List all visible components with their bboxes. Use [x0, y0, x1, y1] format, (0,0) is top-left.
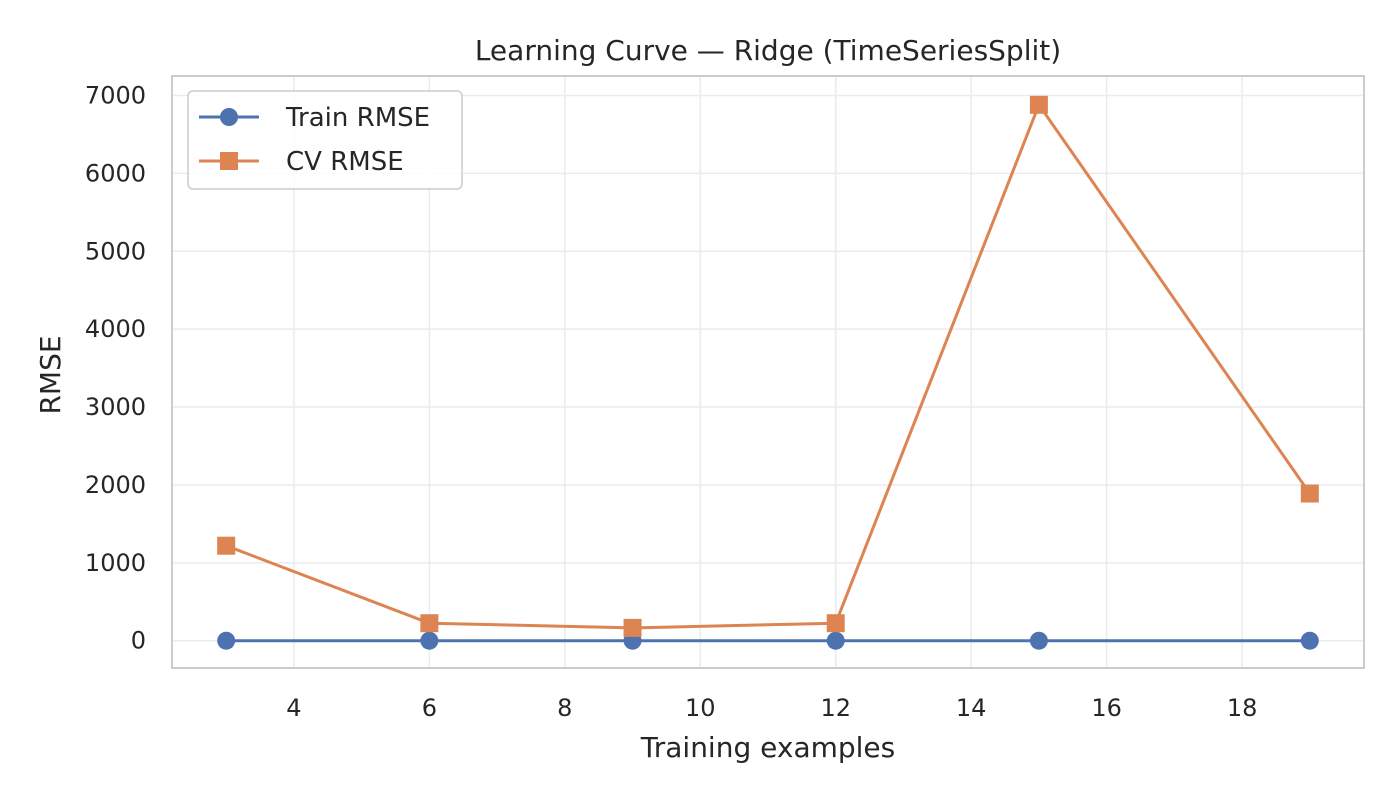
- y-tick-label: 5000: [85, 237, 146, 265]
- data-point: [217, 536, 236, 555]
- data-point: [217, 631, 236, 650]
- data-point: [1029, 95, 1048, 114]
- legend-label: CV RMSE: [286, 147, 404, 177]
- series-1: [217, 95, 1319, 637]
- y-tick-label: 6000: [85, 159, 146, 187]
- y-tick-labels: 0 1000 2000 3000 4000 5000 6000 7000: [85, 81, 146, 654]
- legend-entry: Train RMSE: [199, 103, 430, 133]
- x-axis-label: Training examples: [640, 731, 896, 764]
- x-tick-label: 4: [286, 694, 301, 722]
- data-point: [826, 614, 845, 633]
- x-tick-label: 6: [422, 694, 437, 722]
- y-tick-label: 2000: [85, 471, 146, 499]
- x-tick-label: 16: [1091, 694, 1122, 722]
- legend: Train RMSE CV RMSE: [187, 90, 463, 190]
- data-point: [1300, 484, 1319, 503]
- y-tick-label: 4000: [85, 315, 146, 343]
- data-point: [1300, 631, 1319, 650]
- y-axis-label: RMSE: [34, 335, 67, 414]
- y-tick-label: 3000: [85, 393, 146, 421]
- chart-title: Learning Curve — Ridge (TimeSeriesSplit): [475, 34, 1061, 67]
- legend-marker: [220, 152, 238, 170]
- legend-label: Train RMSE: [285, 103, 430, 133]
- data-point: [420, 614, 439, 633]
- data-point: [826, 631, 845, 650]
- x-tick-label: 18: [1227, 694, 1258, 722]
- x-tick-label: 10: [685, 694, 716, 722]
- y-tick-label: 7000: [85, 81, 146, 109]
- y-tick-label: 1000: [85, 549, 146, 577]
- legend-marker: [220, 108, 238, 126]
- x-tick-label: 8: [557, 694, 572, 722]
- series-0: [217, 631, 1319, 650]
- data-point: [623, 618, 642, 637]
- legend-entry: CV RMSE: [199, 147, 404, 177]
- x-tick-label: 12: [820, 694, 851, 722]
- y-tick-label: 0: [131, 627, 146, 655]
- data-point: [420, 631, 439, 650]
- plot-frame: [171, 75, 1365, 669]
- x-tick-labels: 4 6 8 10 12 14 16 18: [286, 694, 1257, 722]
- series-line: [225, 103, 1312, 630]
- x-tick-label: 14: [956, 694, 987, 722]
- data-point: [1029, 631, 1048, 650]
- series-layer: [217, 95, 1319, 650]
